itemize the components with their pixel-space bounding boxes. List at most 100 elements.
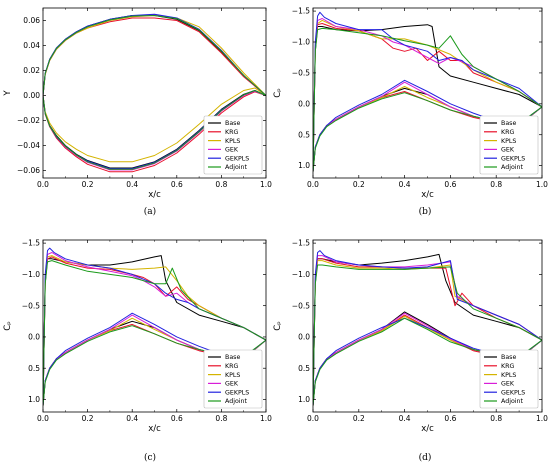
series-line-krg-lower bbox=[43, 91, 266, 173]
y-tick-label: −0.5 bbox=[22, 301, 40, 310]
x-tick-label: 0.8 bbox=[215, 414, 227, 423]
legend-label-base: Base bbox=[501, 354, 516, 361]
x-tick-label: 0.4 bbox=[399, 414, 411, 423]
y-tick-label: −0.5 bbox=[292, 69, 310, 78]
legend-label-krg: KRG bbox=[225, 363, 239, 370]
series-line-gek-upper bbox=[43, 14, 266, 96]
x-tick-label: 0.8 bbox=[490, 414, 502, 423]
series-line-krg-upper bbox=[43, 17, 266, 96]
x-tick-label: 0.0 bbox=[37, 180, 49, 189]
y-tick-label: 0.02 bbox=[23, 66, 40, 75]
panel-caption: (d) bbox=[419, 452, 432, 463]
x-axis-label: x/c bbox=[421, 424, 434, 434]
x-tick-label: 0.2 bbox=[353, 180, 365, 189]
series-line-gekpls-upper bbox=[313, 250, 542, 406]
x-tick-label: 0.6 bbox=[444, 414, 456, 423]
legend-label-base: Base bbox=[225, 120, 240, 127]
legend-label-adjoint: Adjoint bbox=[501, 164, 524, 171]
y-axis-label: Y bbox=[3, 90, 13, 97]
x-axis-label: x/c bbox=[148, 190, 161, 200]
panel-a: 0.0 0.2 0.4 0.6 0.8 1.0 0.06 0.04 0.02 0.00 −0.02 −… bbox=[3, 7, 272, 217]
y-tick-label: 0.00 bbox=[23, 91, 40, 100]
y-tick-label: 0.04 bbox=[23, 41, 40, 50]
x-tick-label: 0.8 bbox=[490, 180, 502, 189]
legend-label-adjoint: Adjoint bbox=[225, 398, 248, 405]
legend-label-gekpls: GEKPLS bbox=[501, 389, 525, 396]
panel-b: 0.0 0.2 0.4 0.6 0.8 1.0 −1.5 −1.0 −0.5 0.0 0.5 1.0 x… bbox=[273, 7, 548, 217]
y-tick-label: −0.06 bbox=[17, 166, 40, 175]
legend-label-krg: KRG bbox=[501, 363, 515, 370]
x-tick-label: 0.6 bbox=[171, 414, 183, 423]
x-tick-label: 0.6 bbox=[444, 180, 456, 189]
y-tick-label: 0.06 bbox=[23, 16, 40, 25]
x-tick-label: 1.0 bbox=[260, 414, 272, 423]
series-line-gekpls-upper bbox=[313, 11, 542, 172]
legend-box bbox=[203, 115, 263, 175]
y-tick-label: 1.0 bbox=[298, 161, 310, 170]
panel-c: 0.0 0.2 0.4 0.6 0.8 1.0 −1.5 −1.0 −0.5 0.0 0.5 1.0 x… bbox=[3, 239, 272, 463]
legend-label-gekpls: GEKPLS bbox=[501, 155, 525, 162]
y-tick-label: −1.5 bbox=[292, 239, 310, 248]
series-line-adjoint-upper bbox=[43, 15, 266, 96]
legend-label-gek: GEK bbox=[225, 147, 239, 154]
x-tick-label: 0.4 bbox=[399, 180, 411, 189]
legend-label-kpls: KPLS bbox=[501, 372, 516, 379]
legend-label-gekpls: GEKPLS bbox=[225, 389, 249, 396]
series-line-adjoint-upper bbox=[43, 260, 266, 406]
series-line-kpls-upper bbox=[43, 15, 266, 96]
y-tick-label: 1.0 bbox=[298, 395, 310, 404]
panel-caption: (b) bbox=[419, 206, 432, 217]
series-line-kpls-lower bbox=[43, 87, 266, 163]
x-tick-label: 0.4 bbox=[126, 180, 138, 189]
legend-label-base: Base bbox=[225, 354, 240, 361]
x-tick-label: 0.4 bbox=[126, 414, 138, 423]
series-line-gekpls-upper bbox=[43, 13, 266, 96]
x-tick-label: 1.0 bbox=[260, 180, 272, 189]
legend-label-krg: KRG bbox=[501, 129, 515, 136]
legend-label-gekpls: GEKPLS bbox=[225, 155, 249, 162]
y-tick-label: 0.0 bbox=[298, 333, 310, 342]
legend-label-kpls: KPLS bbox=[501, 138, 516, 145]
y-tick-label: −0.02 bbox=[17, 116, 40, 125]
x-tick-label: 0.2 bbox=[353, 414, 365, 423]
series-line-adjoint-upper bbox=[313, 264, 542, 406]
y-tick-label: −1.0 bbox=[292, 38, 310, 47]
y-axis-label: Cₚ bbox=[273, 88, 283, 98]
legend-box bbox=[203, 349, 263, 409]
legend-label-gek: GEK bbox=[501, 381, 515, 388]
y-tick-label: −1.0 bbox=[292, 270, 310, 279]
series-line-base-upper bbox=[43, 15, 266, 96]
legend-label-gek: GEK bbox=[501, 147, 515, 154]
y-tick-label: −1.5 bbox=[292, 7, 310, 16]
legend-label-kpls: KPLS bbox=[225, 138, 240, 145]
x-tick-label: 0.8 bbox=[215, 180, 227, 189]
series-line-adjoint-upper bbox=[313, 27, 542, 172]
x-axis-label: x/c bbox=[148, 424, 161, 434]
y-tick-label: −1.0 bbox=[22, 270, 40, 279]
x-tick-label: 1.0 bbox=[536, 180, 548, 189]
series-line-adjoint-lower bbox=[43, 90, 266, 170]
y-axis-label: Cₚ bbox=[3, 321, 13, 331]
x-tick-label: 1.0 bbox=[536, 414, 548, 423]
panel-caption: (c) bbox=[144, 452, 156, 463]
x-tick-label: 0.0 bbox=[307, 414, 319, 423]
x-tick-label: 0.0 bbox=[37, 414, 49, 423]
legend-label-adjoint: Adjoint bbox=[225, 164, 248, 171]
legend-label-krg: KRG bbox=[225, 129, 239, 136]
series-group bbox=[43, 13, 266, 173]
y-tick-label: −0.5 bbox=[292, 301, 310, 310]
legend-box bbox=[479, 349, 539, 409]
legend-label-base: Base bbox=[501, 120, 516, 127]
legend-box bbox=[479, 115, 539, 175]
panel-d: 0.0 0.2 0.4 0.6 0.8 1.0 −1.5 −1.0 −0.5 0.0 0.5 1.0 x… bbox=[273, 239, 548, 463]
y-tick-label: 0.0 bbox=[28, 333, 40, 342]
legend-label-kpls: KPLS bbox=[225, 372, 240, 379]
x-tick-label: 0.0 bbox=[307, 180, 319, 189]
x-axis-label: x/c bbox=[421, 190, 434, 200]
y-tick-label: 0.5 bbox=[298, 130, 310, 139]
y-tick-label: 1.0 bbox=[28, 395, 40, 404]
legend-label-adjoint: Adjoint bbox=[501, 398, 524, 405]
y-axis-label: Cₚ bbox=[273, 321, 283, 331]
x-tick-label: 0.2 bbox=[82, 414, 94, 423]
